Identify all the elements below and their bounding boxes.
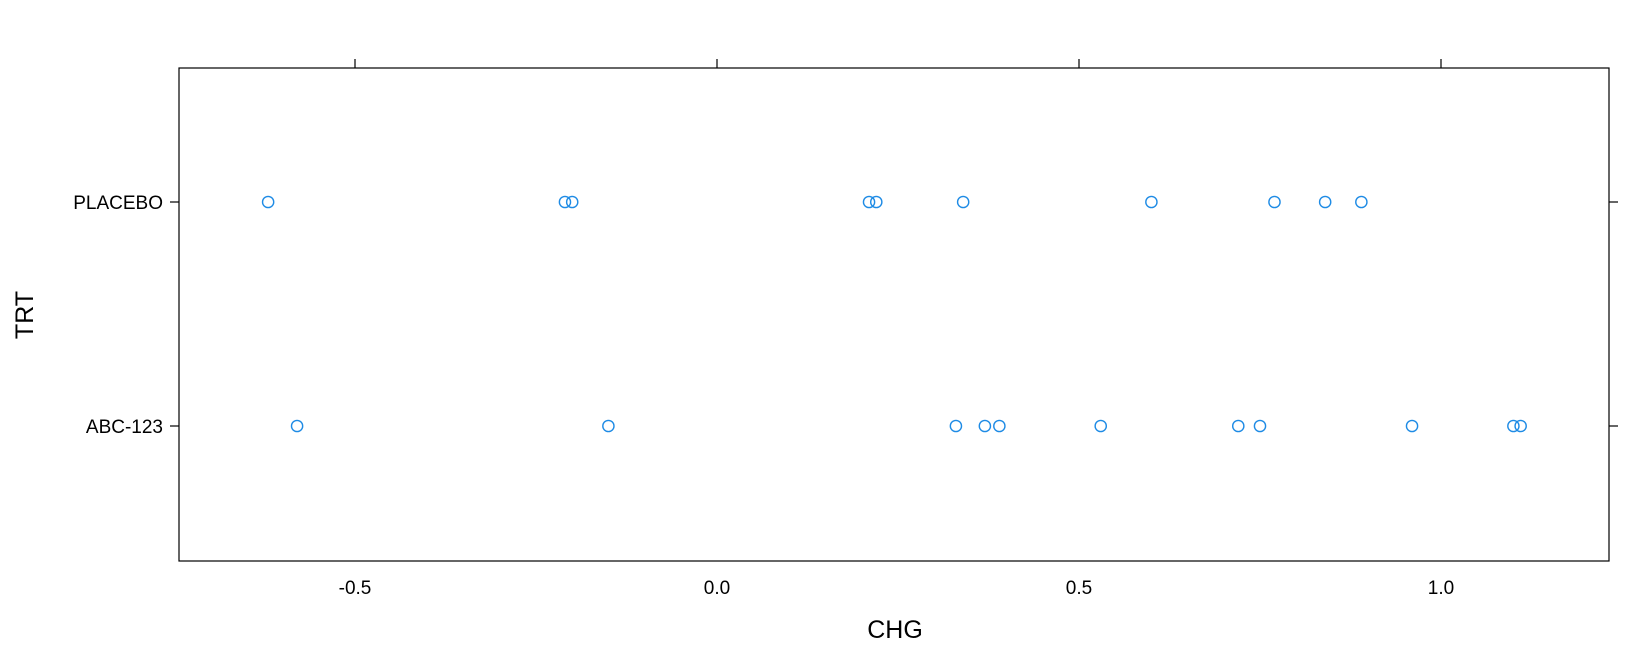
x-tick-label: -0.5 xyxy=(339,578,372,599)
plot-frame xyxy=(178,67,1610,562)
x-axis-title: CHG xyxy=(867,616,923,644)
data-point xyxy=(978,419,992,433)
y-tick-label: ABC-123 xyxy=(86,417,163,438)
data-point xyxy=(949,419,963,433)
data-point xyxy=(1355,195,1368,209)
data-point xyxy=(261,195,275,209)
data-points xyxy=(261,195,1527,433)
data-point xyxy=(1318,195,1332,209)
tick-labels: -0.5 0.0 0.5 1.0 ABC-123 PLACEBO xyxy=(73,193,1454,599)
data-point xyxy=(956,195,970,209)
data-point xyxy=(1231,419,1245,433)
data-point xyxy=(1405,419,1419,433)
data-point xyxy=(1268,195,1281,209)
data-point xyxy=(1145,195,1158,209)
data-point xyxy=(558,195,572,209)
x-tick-label: 0.0 xyxy=(704,578,730,599)
y-axis-title: TRT xyxy=(11,291,39,339)
data-point xyxy=(290,419,304,433)
x-tick-label: 1.0 xyxy=(1428,578,1454,599)
data-point xyxy=(1507,419,1520,433)
data-point xyxy=(602,419,615,433)
axis-ticks xyxy=(170,59,1618,427)
data-point xyxy=(869,195,883,209)
data-point xyxy=(993,419,1006,433)
data-point xyxy=(565,195,579,209)
data-point xyxy=(862,195,876,209)
x-tick-label: 0.5 xyxy=(1066,578,1092,599)
data-point xyxy=(1094,419,1108,433)
data-point xyxy=(1253,419,1267,433)
data-point xyxy=(1514,419,1527,433)
y-tick-label: PLACEBO xyxy=(73,193,163,214)
